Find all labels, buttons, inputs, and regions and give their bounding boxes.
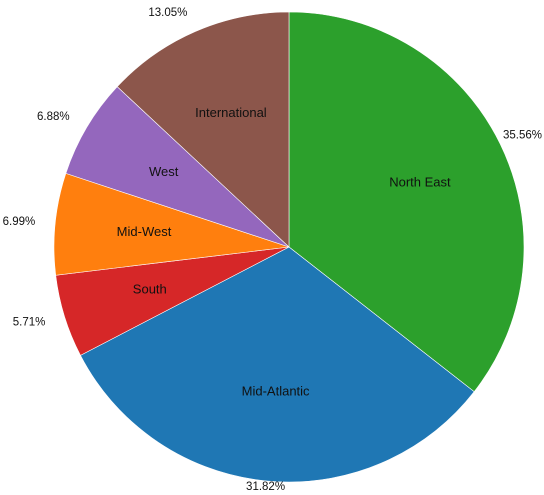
percent-label-mid-west: 6.99%: [3, 216, 36, 228]
slice-label-mid-west: Mid-West: [117, 224, 172, 239]
slice-label-north-east: North East: [389, 175, 451, 190]
pie-slice-labels: North East Mid-Atlantic South Mid-West West I…: [117, 105, 451, 399]
pie-slice-mid-atlantic: [80, 246, 475, 483]
percent-label-international: 13.05%: [148, 7, 187, 19]
slice-label-south: South: [133, 281, 167, 296]
percent-label-west: 6.88%: [37, 111, 70, 123]
slice-label-west: West: [149, 164, 179, 179]
pie-percent-labels: 35.56% 31.82% 5.71% 6.99% 6.88% 13.05%: [3, 7, 542, 493]
percent-label-north-east: 35.56%: [503, 129, 542, 141]
pie-slice-international: [116, 11, 290, 248]
pie-slices: [53, 11, 525, 483]
percent-label-south: 5.71%: [13, 316, 46, 328]
pie-slice-north-east: [288, 11, 525, 393]
percent-label-mid-atlantic: 31.82%: [246, 481, 285, 493]
slice-label-international: International: [195, 105, 267, 120]
slice-label-mid-atlantic: Mid-Atlantic: [242, 384, 310, 399]
pie-slice-mid-west: [53, 172, 290, 276]
